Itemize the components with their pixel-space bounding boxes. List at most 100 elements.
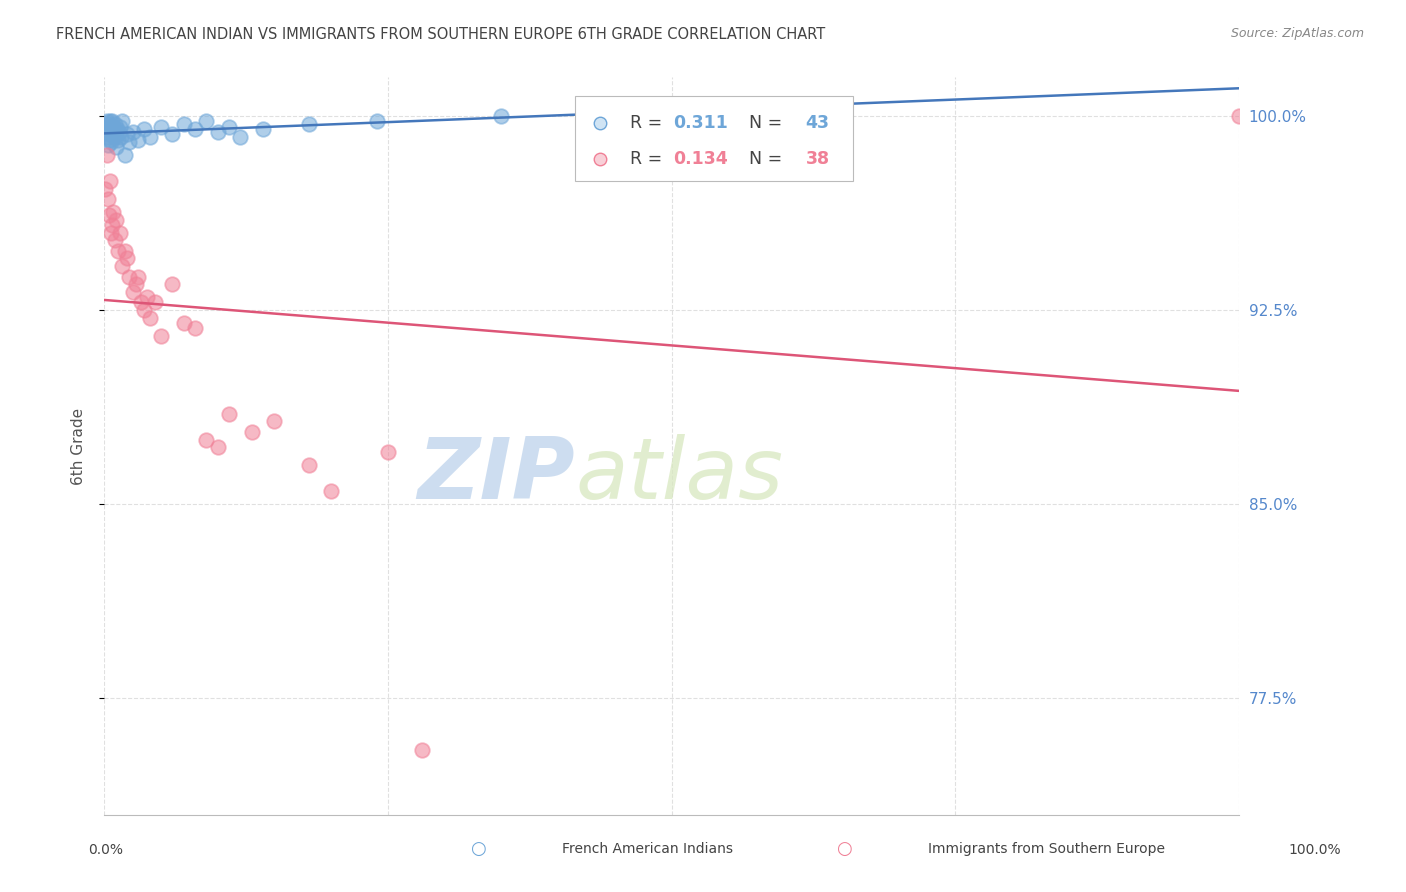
Point	[150, 329, 173, 343]
Point	[114, 148, 136, 162]
Point	[103, 130, 125, 145]
Point	[162, 128, 184, 142]
Point	[97, 192, 120, 206]
Point	[111, 114, 134, 128]
Point	[129, 295, 152, 310]
Point	[115, 252, 138, 266]
Point	[240, 425, 263, 439]
Point	[1227, 109, 1250, 123]
Text: ○: ○	[470, 840, 486, 858]
Point	[97, 117, 120, 131]
Point	[162, 277, 184, 292]
Point	[101, 114, 124, 128]
Text: 0.0%: 0.0%	[89, 843, 122, 857]
Text: R =: R =	[630, 151, 662, 169]
Point	[138, 130, 160, 145]
Point	[138, 310, 160, 325]
Point	[98, 114, 121, 128]
Point	[150, 120, 173, 134]
Point	[115, 128, 138, 142]
Point	[173, 316, 195, 330]
Point	[97, 128, 120, 142]
Point	[101, 125, 124, 139]
Text: Immigrants from Southern Europe: Immigrants from Southern Europe	[928, 842, 1166, 856]
Point	[263, 414, 285, 428]
Point	[195, 433, 218, 447]
Point	[94, 122, 117, 136]
Point	[101, 218, 124, 232]
Point	[218, 120, 240, 134]
Point	[411, 743, 433, 757]
Text: Source: ZipAtlas.com: Source: ZipAtlas.com	[1230, 27, 1364, 40]
Point	[100, 135, 122, 149]
Point	[297, 117, 319, 131]
Point	[195, 114, 218, 128]
Point	[108, 226, 131, 240]
Point	[136, 290, 159, 304]
Point	[97, 120, 120, 134]
Point	[366, 114, 388, 128]
FancyBboxPatch shape	[575, 95, 853, 181]
Point	[98, 132, 121, 146]
Point	[229, 130, 252, 145]
Point	[132, 122, 155, 136]
Point	[127, 132, 149, 146]
Point	[127, 269, 149, 284]
Point	[96, 114, 118, 128]
Text: 0.134: 0.134	[672, 151, 727, 169]
Text: N =: N =	[749, 114, 782, 132]
Point	[173, 117, 195, 131]
Point	[103, 233, 125, 247]
Point	[218, 407, 240, 421]
Point	[96, 148, 118, 162]
Point	[121, 125, 143, 139]
Point	[103, 117, 125, 131]
Point	[252, 122, 274, 136]
Point	[143, 295, 166, 310]
Text: N =: N =	[749, 151, 782, 169]
Text: French American Indians: French American Indians	[562, 842, 734, 856]
Point	[377, 445, 399, 459]
Point	[132, 303, 155, 318]
Point	[321, 484, 343, 499]
Point	[125, 277, 148, 292]
Point	[207, 440, 229, 454]
Point	[104, 128, 127, 142]
Point	[118, 135, 141, 149]
Point	[184, 321, 207, 335]
Text: ○: ○	[835, 840, 852, 858]
Point	[100, 122, 122, 136]
Point	[94, 181, 117, 195]
Point	[103, 205, 125, 219]
Point	[297, 458, 319, 473]
Point	[118, 269, 141, 284]
Point	[103, 120, 125, 134]
Text: 38: 38	[806, 151, 830, 169]
Point	[107, 244, 129, 258]
Text: FRENCH AMERICAN INDIAN VS IMMIGRANTS FROM SOUTHERN EUROPE 6TH GRADE CORRELATION : FRENCH AMERICAN INDIAN VS IMMIGRANTS FRO…	[56, 27, 825, 42]
Point	[96, 130, 118, 145]
Point	[104, 140, 127, 154]
Point	[121, 285, 143, 299]
Text: 0.311: 0.311	[672, 114, 728, 132]
Point	[100, 226, 122, 240]
Point	[97, 137, 120, 152]
Point	[98, 174, 121, 188]
Text: atlas: atlas	[575, 434, 783, 517]
Point	[107, 132, 129, 146]
Text: 43: 43	[806, 114, 830, 132]
Text: R =: R =	[630, 114, 662, 132]
Point	[111, 259, 134, 273]
Point	[108, 120, 131, 134]
Point	[114, 244, 136, 258]
Text: 100.0%: 100.0%	[1288, 843, 1341, 857]
Point	[97, 207, 120, 221]
Point	[104, 212, 127, 227]
Point	[108, 125, 131, 139]
Point	[207, 125, 229, 139]
Point	[491, 109, 513, 123]
Point	[110, 130, 132, 145]
Text: ZIP: ZIP	[418, 434, 575, 517]
Y-axis label: 6th Grade: 6th Grade	[72, 408, 86, 484]
Point	[105, 122, 128, 136]
